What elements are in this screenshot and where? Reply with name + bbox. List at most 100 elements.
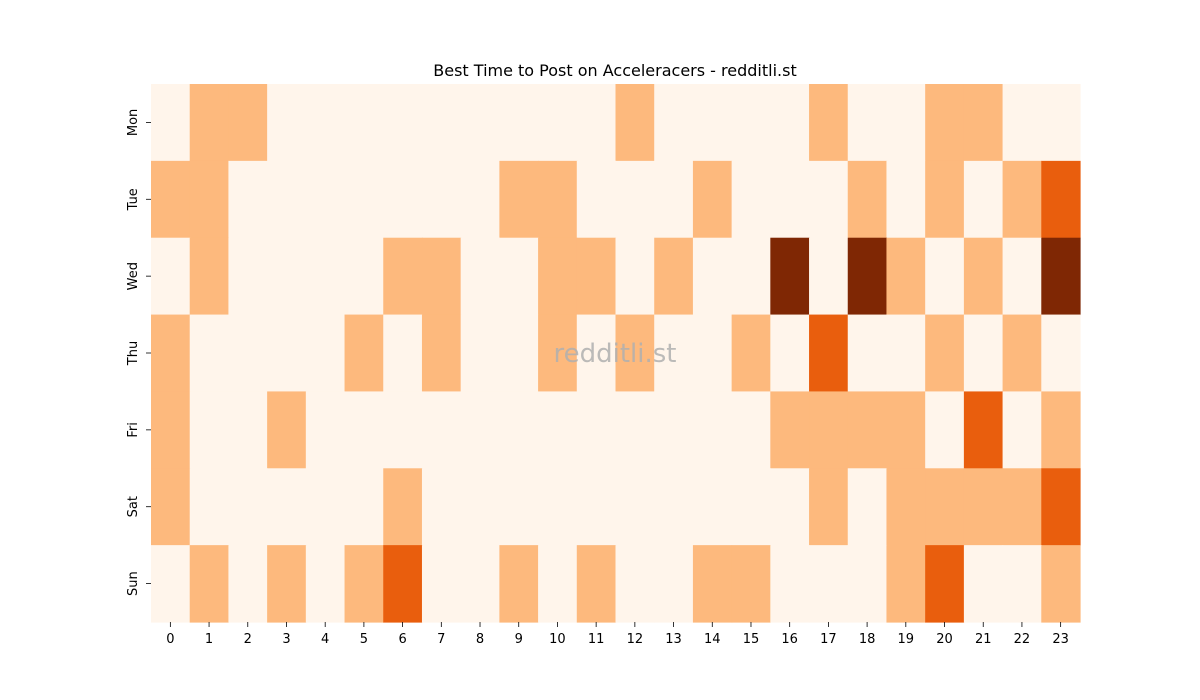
- heatmap-cell-thu-5: [344, 314, 384, 393]
- heatmap-cell-fri-17: [809, 391, 849, 469]
- heatmap-cell-sun-8: [460, 545, 500, 623]
- heatmap-cell-thu-15: [731, 314, 771, 393]
- heatmap-cell-sun-19: [886, 545, 926, 623]
- heatmap-cell-sat-19: [886, 468, 926, 546]
- heatmap-cell-sun-10: [538, 545, 578, 623]
- heatmap-cell-mon-15: [731, 84, 771, 162]
- x-tick-label: 12: [627, 632, 644, 647]
- heatmap-cell-sat-22: [1002, 468, 1042, 546]
- x-tick-label: 1: [205, 632, 213, 647]
- heatmap-cell-thu-22: [1002, 314, 1042, 393]
- chart-title: Best Time to Post on Acceleracers - redd…: [433, 61, 796, 80]
- heatmap-cell-fri-1: [189, 391, 230, 469]
- heatmap-cell-sun-13: [654, 545, 694, 623]
- heatmap-cell-fri-19: [886, 391, 926, 469]
- heatmap-cell-sat-7: [421, 468, 462, 546]
- heatmap-cell-thu-20: [925, 314, 965, 393]
- heatmap-cell-mon-19: [886, 84, 926, 162]
- heatmap-cell-tue-6: [383, 160, 423, 239]
- heatmap-cell-tue-12: [615, 160, 655, 239]
- heatmap-cell-tue-16: [770, 160, 810, 239]
- heatmap-cell-wed-6: [383, 237, 423, 316]
- heatmap-cell-mon-5: [344, 84, 384, 162]
- heatmap-cell-sun-23: [1041, 545, 1081, 623]
- heatmap-cell-sun-18: [847, 545, 888, 623]
- heatmap-cell-tue-15: [731, 160, 771, 239]
- heatmap-cell-tue-21: [963, 160, 1004, 239]
- x-tick-label: 4: [321, 632, 329, 647]
- heatmap-cell-thu-14: [692, 314, 733, 393]
- x-tick-label: 14: [704, 632, 721, 647]
- heatmap-cell-wed-8: [460, 237, 500, 316]
- heatmap-cell-mon-18: [847, 84, 888, 162]
- heatmap-cell-sun-21: [963, 545, 1004, 623]
- heatmap-cell-tue-20: [925, 160, 965, 239]
- heatmap-cell-thu-7: [421, 314, 462, 393]
- heatmap-cell-wed-14: [692, 237, 733, 316]
- heatmap-cell-wed-12: [615, 237, 655, 316]
- heatmap-cell-fri-9: [499, 391, 539, 469]
- x-tick-label: 23: [1052, 632, 1069, 647]
- heatmap-cell-tue-7: [421, 160, 462, 239]
- x-tick-label: 7: [437, 632, 445, 647]
- heatmap-cell-sat-21: [963, 468, 1004, 546]
- x-tick-label: 9: [515, 632, 523, 647]
- heatmap-cell-thu-9: [499, 314, 539, 393]
- heatmap-cell-mon-3: [267, 84, 307, 162]
- heatmap-cell-thu-19: [886, 314, 926, 393]
- watermark: redditli.st: [554, 339, 677, 369]
- heatmap-cell-thu-4: [305, 314, 346, 393]
- heatmap-cell-thu-23: [1041, 314, 1081, 393]
- heatmap-cell-mon-6: [383, 84, 423, 162]
- heatmap-cell-fri-5: [344, 391, 384, 469]
- heatmap-cell-sat-5: [344, 468, 384, 546]
- heatmap-cell-tue-3: [267, 160, 307, 239]
- heatmap-cell-sat-2: [228, 468, 268, 546]
- heatmap-cell-mon-0: [151, 84, 191, 162]
- heatmap-cell-sat-3: [267, 468, 307, 546]
- heatmap-cell-fri-4: [305, 391, 346, 469]
- heatmap-cell-mon-20: [925, 84, 965, 162]
- heatmap-cell-tue-0: [151, 160, 191, 239]
- heatmap-cell-thu-17: [809, 314, 849, 393]
- heatmap-cell-tue-9: [499, 160, 539, 239]
- heatmap-cell-fri-0: [151, 391, 191, 469]
- heatmap-cell-mon-23: [1041, 84, 1081, 162]
- y-tick-label: Sun: [126, 571, 141, 596]
- heatmap-cell-sun-11: [576, 545, 617, 623]
- heatmap-cell-fri-13: [654, 391, 694, 469]
- x-tick-label: 18: [859, 632, 876, 647]
- heatmap-cell-mon-2: [228, 84, 268, 162]
- heatmap-cell-wed-10: [538, 237, 578, 316]
- heatmap-cell-wed-0: [151, 237, 191, 316]
- heatmap-cell-fri-14: [692, 391, 733, 469]
- heatmap-cell-fri-8: [460, 391, 500, 469]
- y-axis: Mon Tue Wed Thu Fri Sat Sun: [126, 109, 151, 596]
- heatmap-cell-sat-13: [654, 468, 694, 546]
- heatmap-cell-tue-13: [654, 160, 694, 239]
- heatmap-cell-sat-16: [770, 468, 810, 546]
- heatmap-cell-fri-11: [576, 391, 617, 469]
- heatmap-cell-sat-20: [925, 468, 965, 546]
- heatmap-cell-sat-12: [615, 468, 655, 546]
- x-tick-label: 21: [975, 632, 992, 647]
- heatmap-cell-wed-4: [305, 237, 346, 316]
- heatmap-cell-tue-18: [847, 160, 888, 239]
- x-tick-label: 2: [244, 632, 252, 647]
- heatmap-cell-thu-0: [151, 314, 191, 393]
- heatmap-cell-thu-11: [576, 314, 617, 393]
- heatmap-cell-fri-21: [963, 391, 1004, 469]
- heatmap-cell-sun-1: [189, 545, 230, 623]
- heatmap-cell-mon-22: [1002, 84, 1042, 162]
- heatmap-cell-mon-16: [770, 84, 810, 162]
- heatmap-cell-mon-4: [305, 84, 346, 162]
- heatmap-cell-mon-11: [576, 84, 617, 162]
- heatmap-cell-mon-21: [963, 84, 1004, 162]
- y-tick-label: Mon: [126, 109, 141, 136]
- heatmap-cell-sun-16: [770, 545, 810, 623]
- heatmap-cell-thu-16: [770, 314, 810, 393]
- x-tick-label: 11: [588, 632, 605, 647]
- x-tick-label: 15: [743, 632, 760, 647]
- heatmap-cell-thu-18: [847, 314, 888, 393]
- heatmap-cell-tue-14: [692, 160, 733, 239]
